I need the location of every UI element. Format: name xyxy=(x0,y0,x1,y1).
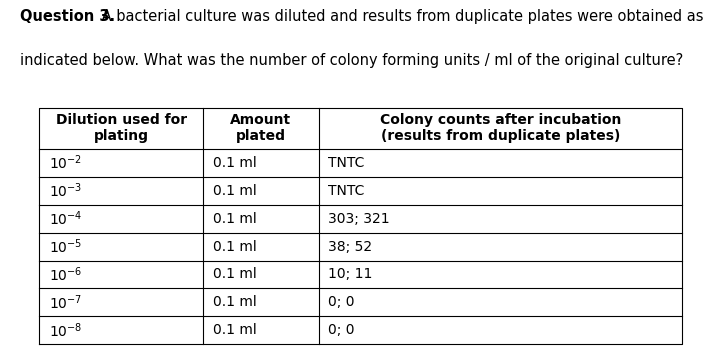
Text: 0.1 ml: 0.1 ml xyxy=(213,240,256,253)
Text: 0.1 ml: 0.1 ml xyxy=(213,268,256,281)
Text: 0.1 ml: 0.1 ml xyxy=(213,323,256,337)
Text: $10^{-4}$: $10^{-4}$ xyxy=(49,209,82,228)
Text: Dilution used for
plating: Dilution used for plating xyxy=(56,113,187,143)
Text: $10^{-6}$: $10^{-6}$ xyxy=(49,265,82,284)
Text: $10^{-2}$: $10^{-2}$ xyxy=(49,154,82,172)
Text: 0; 0: 0; 0 xyxy=(328,295,355,309)
Text: Question 3.: Question 3. xyxy=(20,9,115,24)
Text: 38; 52: 38; 52 xyxy=(328,240,373,253)
Text: 0.1 ml: 0.1 ml xyxy=(213,212,256,226)
Text: 0.1 ml: 0.1 ml xyxy=(213,156,256,170)
Text: 0.1 ml: 0.1 ml xyxy=(213,184,256,198)
Text: $10^{-8}$: $10^{-8}$ xyxy=(49,321,82,340)
Text: TNTC: TNTC xyxy=(328,184,365,198)
Text: Colony counts after incubation
(results from duplicate plates): Colony counts after incubation (results … xyxy=(380,113,621,143)
Text: 10; 11: 10; 11 xyxy=(328,268,373,281)
Text: $10^{-5}$: $10^{-5}$ xyxy=(49,237,82,256)
Text: Amount
plated: Amount plated xyxy=(231,113,291,143)
Text: indicated below. What was the number of colony forming units / ml of the origina: indicated below. What was the number of … xyxy=(20,53,683,68)
Text: $10^{-3}$: $10^{-3}$ xyxy=(49,181,82,200)
Text: 303; 321: 303; 321 xyxy=(328,212,390,226)
Text: A bacterial culture was diluted and results from duplicate plates were obtained : A bacterial culture was diluted and resu… xyxy=(97,9,703,24)
Text: TNTC: TNTC xyxy=(328,156,365,170)
Text: 0; 0: 0; 0 xyxy=(328,323,355,337)
Text: $10^{-7}$: $10^{-7}$ xyxy=(49,293,82,312)
Text: 0.1 ml: 0.1 ml xyxy=(213,295,256,309)
